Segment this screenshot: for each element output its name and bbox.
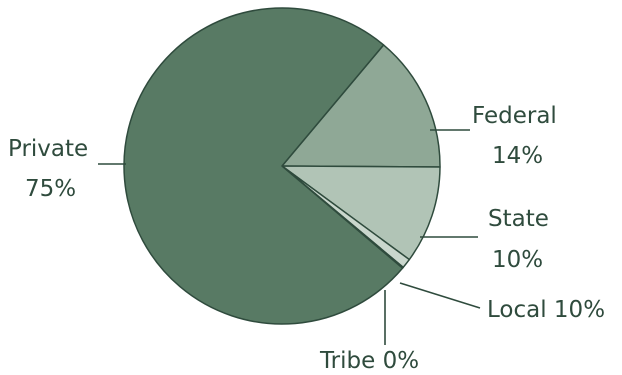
- label-tribe: Tribe 0%: [319, 348, 419, 374]
- label-state-name: State: [488, 206, 549, 232]
- pie-slice-federal: [281, 44, 441, 168]
- leader-line-local: [399, 282, 481, 309]
- label-private-name: Private: [8, 136, 88, 162]
- label-federal-value: 14%: [492, 143, 543, 169]
- pie-slice-state: [281, 165, 441, 261]
- label-private-value: 75%: [25, 176, 76, 202]
- label-state-value: 10%: [492, 247, 543, 273]
- label-local: Local 10%: [487, 297, 605, 323]
- pie-slices: [123, 7, 441, 325]
- pie-slice-private: [123, 7, 404, 325]
- leader-lines: [98, 129, 481, 345]
- label-federal-name: Federal: [472, 103, 557, 129]
